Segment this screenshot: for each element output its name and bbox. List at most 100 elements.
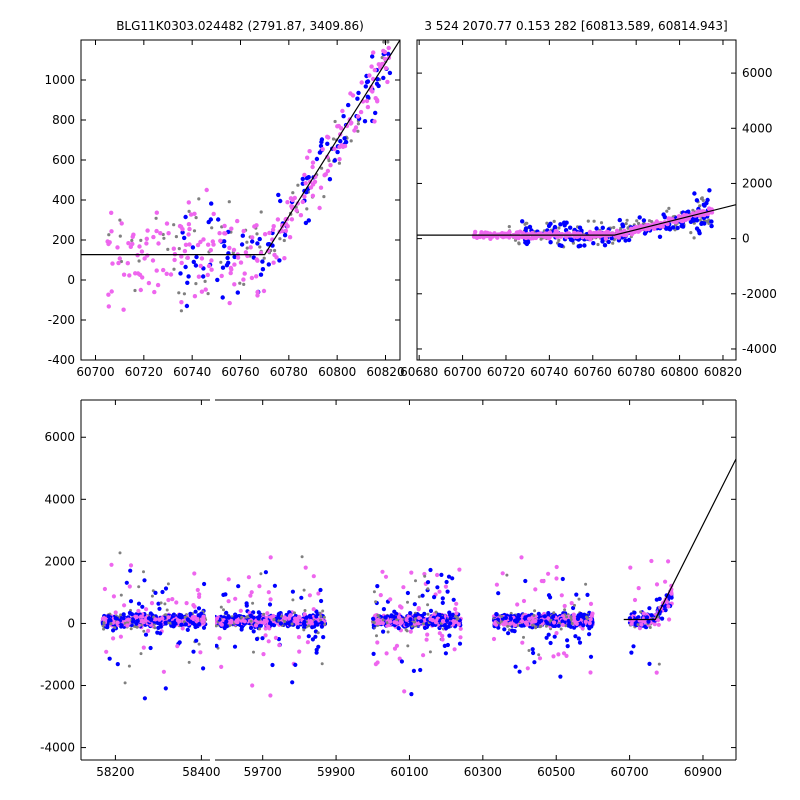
data-point — [386, 630, 390, 634]
data-point — [127, 664, 131, 668]
data-point — [339, 126, 344, 131]
data-point — [139, 614, 144, 619]
tick-label: 60720 — [487, 365, 525, 379]
data-point — [139, 249, 145, 254]
data-point — [258, 272, 264, 277]
data-point — [362, 119, 368, 124]
data-point — [372, 119, 377, 124]
data-point — [291, 191, 295, 195]
data-point — [665, 209, 669, 213]
data-point — [111, 628, 116, 633]
data-point — [268, 693, 273, 698]
data-point — [413, 620, 416, 624]
data-point — [193, 609, 198, 614]
data-point — [386, 45, 391, 51]
data-point — [111, 594, 116, 599]
data-point — [239, 625, 245, 630]
data-point — [327, 177, 333, 182]
tick-label: 60820 — [366, 365, 404, 379]
data-point — [277, 643, 282, 648]
data-point — [573, 603, 576, 607]
data-point — [563, 228, 569, 233]
data-point — [152, 289, 157, 295]
data-point — [440, 637, 445, 642]
data-point — [453, 607, 458, 612]
data-point — [663, 579, 668, 584]
data-point — [385, 621, 389, 625]
data-point — [158, 631, 163, 636]
data-point — [158, 624, 163, 629]
data-point — [210, 239, 215, 244]
data-point — [119, 613, 123, 617]
data-point — [125, 623, 130, 628]
data-point — [311, 607, 316, 612]
data-point — [139, 238, 143, 242]
data-point — [691, 208, 695, 212]
data-point — [694, 198, 700, 203]
data-point — [310, 160, 316, 165]
data-point — [588, 617, 593, 622]
data-point — [307, 593, 312, 598]
data-point — [276, 192, 281, 198]
data-point — [523, 240, 528, 245]
data-point — [355, 96, 360, 101]
data-point — [565, 615, 569, 619]
data-point — [379, 61, 385, 67]
data-point — [179, 300, 184, 305]
data-point — [169, 623, 174, 628]
data-point — [241, 277, 246, 282]
data-point — [554, 576, 559, 581]
data-point — [266, 590, 271, 595]
data-point — [238, 608, 243, 613]
data-point — [145, 228, 150, 233]
data-point — [586, 219, 590, 223]
data-point — [255, 293, 260, 298]
data-point — [364, 98, 370, 104]
data-point — [136, 608, 141, 614]
data-point — [496, 591, 501, 596]
data-point — [203, 287, 208, 292]
data-point — [548, 221, 553, 226]
data-point — [554, 631, 559, 636]
data-point — [321, 609, 325, 613]
data-point — [109, 562, 114, 567]
data-point — [261, 652, 266, 657]
data-point — [552, 611, 556, 615]
data-point — [555, 234, 560, 240]
data-point — [420, 593, 425, 598]
data-point — [107, 617, 112, 622]
data-point — [261, 288, 267, 294]
data-point — [451, 597, 456, 602]
data-point — [581, 623, 586, 628]
data-point — [428, 617, 433, 622]
data-point — [599, 221, 604, 225]
data-point — [532, 614, 536, 617]
tick-label: 4000 — [742, 121, 773, 135]
data-point — [448, 616, 453, 621]
data-point — [430, 622, 435, 627]
data-point — [208, 248, 213, 253]
data-point — [533, 619, 538, 624]
data-point — [243, 250, 249, 255]
data-point — [542, 614, 547, 619]
data-point — [398, 604, 403, 609]
data-point — [563, 608, 567, 612]
data-point — [546, 571, 551, 576]
data-point — [356, 90, 361, 96]
data-point — [587, 632, 592, 637]
data-point — [625, 218, 629, 222]
tick-label: 60760 — [574, 365, 612, 379]
data-point — [629, 650, 634, 655]
data-point — [675, 225, 680, 231]
data-point — [576, 244, 581, 249]
data-point — [273, 248, 277, 253]
data-point — [240, 233, 245, 238]
data-point — [531, 650, 536, 656]
data-point — [375, 640, 380, 645]
data-point — [222, 239, 227, 244]
data-point — [612, 225, 616, 230]
data-point — [372, 621, 376, 625]
data-point — [128, 568, 133, 573]
data-point — [219, 260, 223, 264]
data-point — [177, 612, 182, 618]
